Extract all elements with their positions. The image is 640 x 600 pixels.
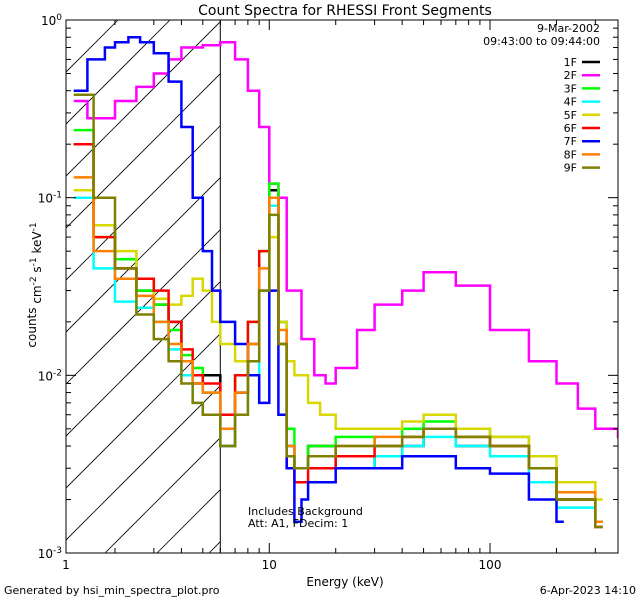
hatch-area	[66, 20, 220, 553]
time-range-annotation: 09:43:00 to 09:44:00	[483, 35, 600, 48]
footer-timestamp: 6-Apr-2023 14:10	[540, 584, 636, 597]
y-tick-label: 10-1	[38, 191, 62, 206]
legend-label-6F: 6F	[564, 122, 577, 135]
y-tick-label: 10-3	[38, 546, 62, 561]
series-line-8F	[73, 176, 603, 523]
background-note: Includes Background	[248, 505, 363, 518]
series-line-7F	[73, 35, 564, 523]
hatch-line	[66, 20, 119, 73]
legend-label-1F: 1F	[564, 56, 577, 69]
hatch-line	[66, 21, 221, 177]
hatch-line	[66, 229, 221, 385]
y-tick-label: 10-2	[38, 368, 62, 383]
date-annotation: 9-Mar-2002	[537, 22, 600, 35]
x-tick-label: 1	[62, 558, 70, 572]
footer-generator: Generated by hsi_min_spectra_plot.pro	[4, 584, 220, 597]
x-tick-label: 100	[479, 558, 502, 572]
pileup-hatch-region	[66, 20, 221, 553]
legend-label-4F: 4F	[564, 96, 577, 109]
hatch-lines	[66, 20, 221, 553]
legend-label-7F: 7F	[564, 135, 577, 148]
axis-ticks: 1 10 100 100 10-1 10-2 10-3	[38, 13, 618, 572]
hatch-line	[66, 177, 221, 333]
hatch-line	[66, 333, 221, 489]
x-axis-label: Energy (keV)	[306, 575, 383, 589]
legend-label-8F: 8F	[564, 148, 577, 161]
legend-label-2F: 2F	[564, 69, 577, 82]
hatch-line	[66, 385, 221, 541]
series-line-9F	[73, 93, 603, 529]
attenuator-note: Att: A1, FDecim: 1	[248, 517, 348, 530]
hatch-line	[66, 73, 221, 229]
legend-label-5F: 5F	[564, 109, 577, 122]
plot-frame	[65, 19, 619, 554]
y-tick-label: 100	[41, 13, 62, 28]
legend-label-9F: 9F	[564, 162, 577, 175]
hatch-line	[66, 20, 171, 125]
x-tick-label: 10	[262, 558, 277, 572]
hatch-line	[104, 437, 221, 553]
chart-title: Count Spectra for RHESSI Front Segments	[198, 3, 492, 19]
y-axis-label: counts cm-2 s-1 keV-1	[25, 222, 44, 347]
hatch-line	[66, 281, 221, 437]
legend-label-3F: 3F	[564, 82, 577, 95]
series-line-2F	[73, 40, 618, 439]
series-group	[73, 35, 618, 529]
